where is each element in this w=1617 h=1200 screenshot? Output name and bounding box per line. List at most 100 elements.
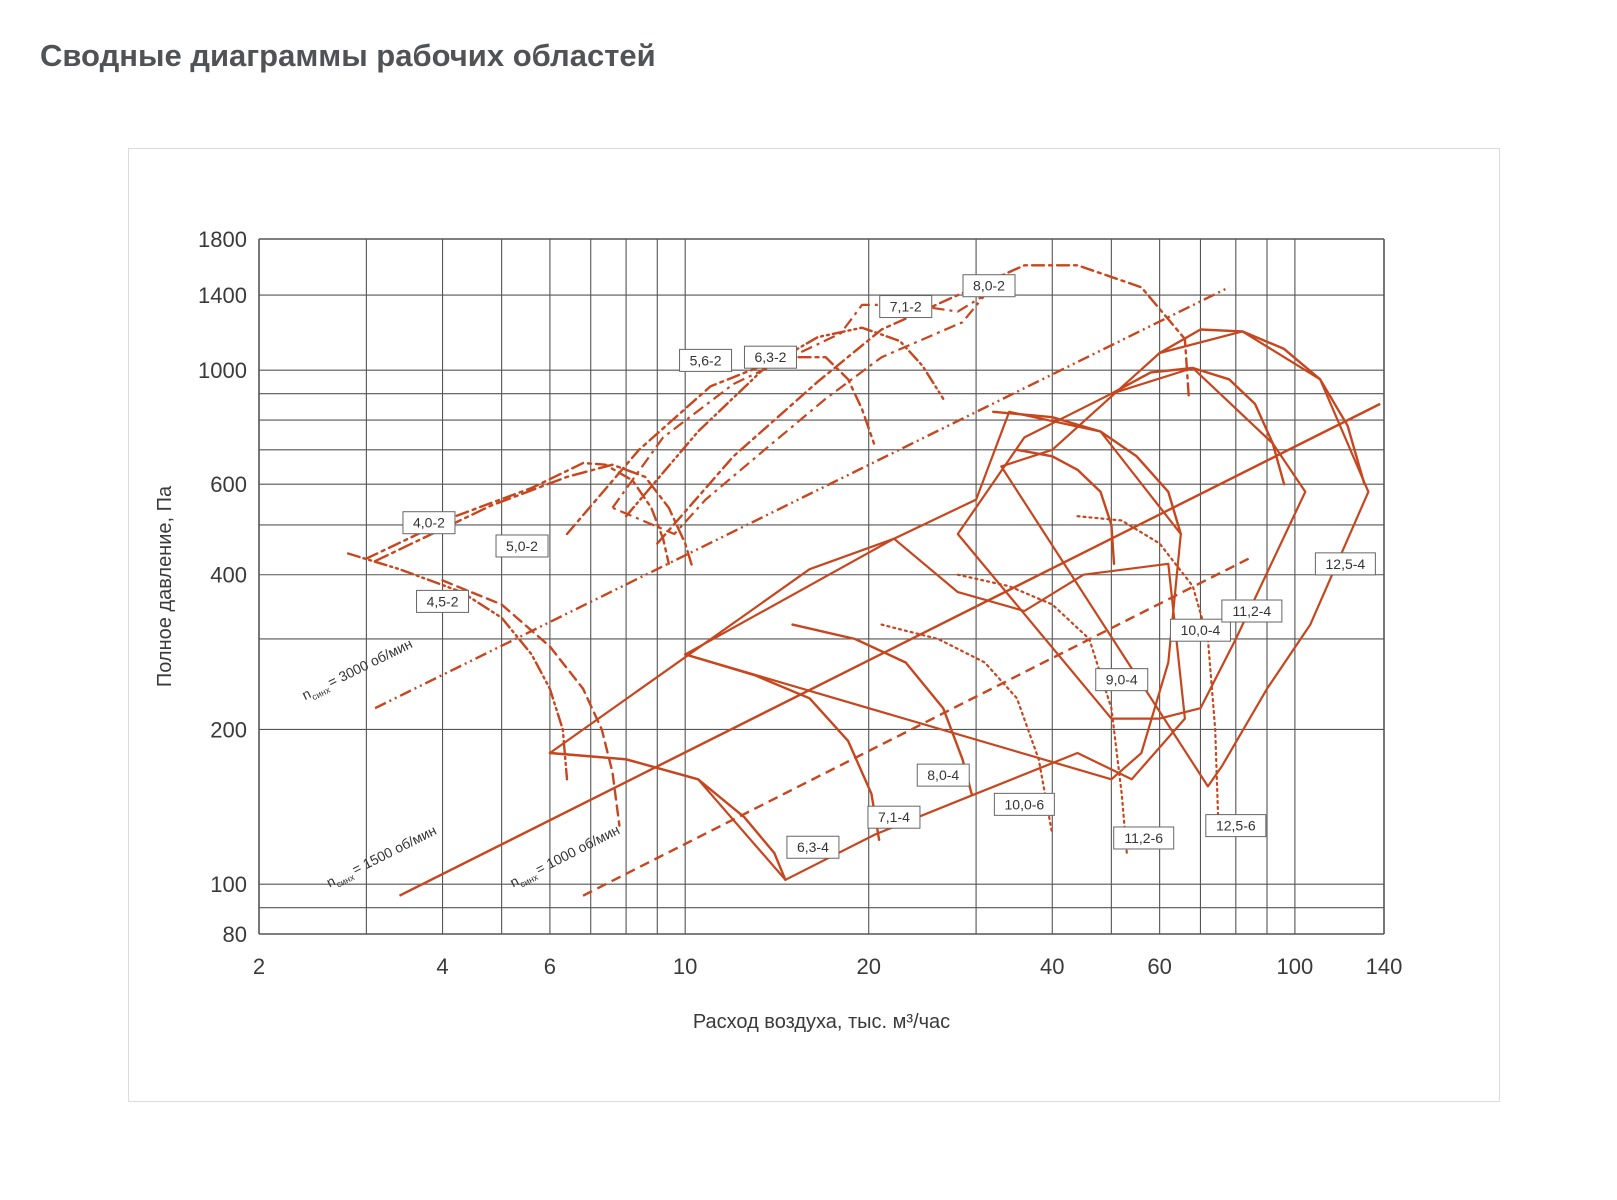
series-label: 8,0-4 [916, 763, 970, 787]
series-label-text: 8,0-2 [973, 278, 1005, 294]
sync-label-rpm: = 1500 об/мин [349, 822, 438, 877]
sync-label: nсинх= 1500 об/мин [324, 822, 441, 893]
series-label: 12,5-4 [1314, 552, 1376, 576]
page-title: Сводные диаграммы рабочих областей [40, 38, 656, 73]
x-tick-label: 4 [436, 954, 448, 979]
series-label-text: 9,0-4 [1106, 672, 1138, 688]
series-curve-7-1-4 [684, 653, 881, 841]
y-tick-label: 600 [210, 472, 247, 497]
series-label-text: 12,5-6 [1216, 818, 1256, 834]
series-label-box [743, 345, 797, 369]
y-axis-title: Полное давление, Па [154, 485, 176, 687]
area-polygon [611, 294, 986, 536]
ticks-layer: 2 4 6 10 20 40 60 100 140 80 100 200 400 600 1000 1400 1… [198, 227, 1402, 979]
series-label-box [962, 274, 1016, 298]
sync-label-rpm: = 1000 об/мин [533, 821, 622, 877]
series-label-text: 11,2-6 [1124, 830, 1163, 846]
series-curve-5-0-2 [346, 552, 569, 781]
x-tick-label: 60 [1147, 954, 1171, 979]
y-tick-label: 1000 [198, 358, 247, 383]
series-label-text: 7,1-4 [878, 809, 910, 825]
series-curve-9-0-4 [1015, 448, 1116, 565]
series-label-box [916, 763, 970, 787]
sync-line [374, 286, 1230, 710]
x-tick-label: 40 [1040, 954, 1064, 979]
series-label: 9,0-4 [1095, 668, 1149, 692]
series-label: 6,3-2 [743, 345, 797, 369]
series-label: 8,0-2 [962, 274, 1016, 298]
sync-label-sub: синх [310, 685, 332, 703]
series-curve-12-5-4 [1158, 328, 1366, 486]
sync-label-rpm: = 3000 об/мин [325, 635, 415, 690]
series-label-text: 6,3-2 [755, 349, 787, 365]
series-label-box [1113, 826, 1175, 850]
series-curve-10-0-4 [992, 410, 1183, 536]
area-polygon [684, 410, 1182, 781]
series-label: 10,0-4 [1169, 618, 1231, 642]
grid-layer [258, 238, 1385, 935]
series-label: 7,1-2 [879, 295, 933, 319]
y-tick-label: 100 [210, 872, 247, 897]
sync-label: nсинх= 3000 об/мин [299, 635, 416, 705]
series-label: 6,3-4 [786, 835, 840, 859]
series-label-text: 5,0-2 [506, 538, 538, 554]
series-label: 11,2-4 [1221, 599, 1283, 623]
series-curve-11-2-4 [1110, 366, 1286, 486]
x-tick-label: 20 [856, 954, 880, 979]
series-label-text: 11,2-4 [1233, 603, 1272, 619]
y-tick-label: 400 [210, 563, 247, 588]
x-axis-title: Расход воздуха, тыс. м³/час [693, 1011, 950, 1033]
y-tick-label: 1400 [198, 283, 247, 308]
y-tick-label: 200 [210, 717, 247, 742]
sync-line [582, 557, 1250, 897]
series-label-text: 8,0-4 [927, 767, 959, 783]
series-label-box [1169, 618, 1231, 642]
sync-line [398, 402, 1381, 897]
x-tick-label: 100 [1277, 954, 1314, 979]
area-polygon [956, 366, 1307, 720]
series-label-box [867, 805, 921, 829]
series-label-box [1095, 668, 1149, 692]
series-label-box [402, 511, 456, 535]
series-label: 12,5-6 [1205, 814, 1267, 838]
series-label-box [679, 348, 733, 372]
chart-frame: nсинх= 3000 об/мин nсинх= 1500 об/мин nсин… [128, 148, 1500, 1102]
series-label-box [993, 792, 1055, 816]
series-curve-10-0-6 [880, 623, 1054, 836]
series-label-text: 12,5-4 [1326, 556, 1366, 572]
series-label-text: 7,1-2 [890, 299, 922, 315]
series-label-box [1314, 552, 1376, 576]
series-label: 10,0-6 [993, 792, 1055, 816]
y-tick-label: 1800 [198, 227, 247, 252]
series-curve-6-3-4 [548, 751, 787, 881]
series-curve-4-5-2 [373, 463, 695, 571]
x-tick-label: 10 [673, 954, 697, 979]
x-tick-label: 6 [544, 954, 556, 979]
series-label: 4,0-2 [402, 511, 456, 535]
series-label: 5,0-2 [495, 534, 549, 558]
series-layer [346, 264, 1366, 881]
series-curve-4-0-2 [365, 461, 670, 565]
series-label: 5,6-2 [679, 348, 733, 372]
series-label: 7,1-4 [867, 805, 921, 829]
x-tick-label: 2 [253, 954, 265, 979]
series-label-text: 5,6-2 [690, 352, 722, 368]
series-label-text: 4,0-2 [413, 515, 445, 531]
series-label-text: 10,0-4 [1181, 622, 1221, 638]
series-curve-6-3-2 [565, 355, 876, 536]
series-curve-12-5-6 [1076, 515, 1220, 836]
x-tick-label: 140 [1366, 954, 1403, 979]
sync-label-sub: синх [518, 872, 540, 890]
series-label: 11,2-6 [1113, 826, 1175, 850]
series-curve-5-6-2 [441, 579, 621, 827]
area-polygon [548, 537, 1187, 881]
area-layer [548, 294, 1370, 881]
sync-label-sub: синх [335, 872, 357, 890]
series-label-text: 4,5-2 [427, 593, 459, 609]
labels-layer: 4,0-2 4,5-2 5,0-2 5,6-2 6,3-2 7,1-2 8,0-2 6,3-4… [402, 274, 1376, 859]
y-tick-label: 80 [223, 922, 247, 947]
series-label-box [786, 835, 840, 859]
series-label-text: 10,0-6 [1005, 796, 1045, 812]
series-label-box [879, 295, 933, 319]
